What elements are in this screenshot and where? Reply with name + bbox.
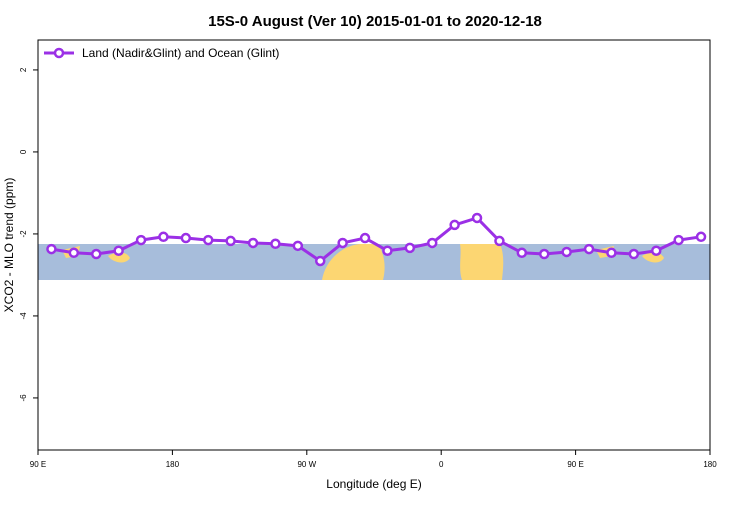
data-point <box>695 231 707 243</box>
data-point <box>382 245 393 256</box>
data-point <box>494 235 505 247</box>
y-tick-label: -2 <box>19 230 28 238</box>
data-point <box>650 245 662 256</box>
x-tick-label: 90 E <box>30 460 46 469</box>
data-point <box>628 248 640 260</box>
y-tick-label: 0 <box>19 149 28 154</box>
data-point <box>337 237 348 249</box>
data-point <box>113 245 124 256</box>
data-point <box>225 235 236 247</box>
data-point <box>606 247 617 259</box>
data-point <box>426 237 438 249</box>
data-point <box>202 234 214 246</box>
plot-frame <box>37 39 711 451</box>
data-point <box>583 243 595 255</box>
data-point <box>292 240 304 252</box>
legend-label: Land (Nadir&Glint) and Ocean (Glint) <box>82 46 279 60</box>
data-point <box>46 243 57 255</box>
data-point <box>404 242 416 254</box>
x-tick-label: 90 E <box>567 460 583 469</box>
x-tick-label: 90 W <box>297 460 316 469</box>
data-point <box>314 255 326 267</box>
x-tick-label: 180 <box>166 460 180 469</box>
x-tick-label: 0 <box>439 460 444 469</box>
data-point <box>68 247 80 259</box>
data-point <box>673 234 684 246</box>
x-tick-label: 180 <box>703 460 717 469</box>
data-point <box>516 247 528 259</box>
chart-title: 15S-0 August (Ver 10) 2015-01-01 to 2020… <box>208 13 542 30</box>
y-tick-label: 2 <box>19 67 28 72</box>
legend-marker <box>53 47 65 59</box>
y-tick-label: -6 <box>19 394 28 402</box>
data-point <box>270 238 281 250</box>
data-point <box>359 232 371 244</box>
data-point <box>471 212 483 224</box>
data-point <box>449 219 460 231</box>
data-point <box>247 237 259 249</box>
y-tick-label: -4 <box>19 312 28 320</box>
data-point <box>135 234 147 246</box>
y-axis-label: XCO2 - MLO trend (ppm) <box>2 178 16 313</box>
data-point <box>158 231 169 243</box>
data-point <box>538 248 550 260</box>
data-point <box>180 232 192 244</box>
x-axis-label: Longitude (deg E) <box>326 477 421 491</box>
data-point <box>561 246 572 258</box>
data-point <box>90 248 102 260</box>
